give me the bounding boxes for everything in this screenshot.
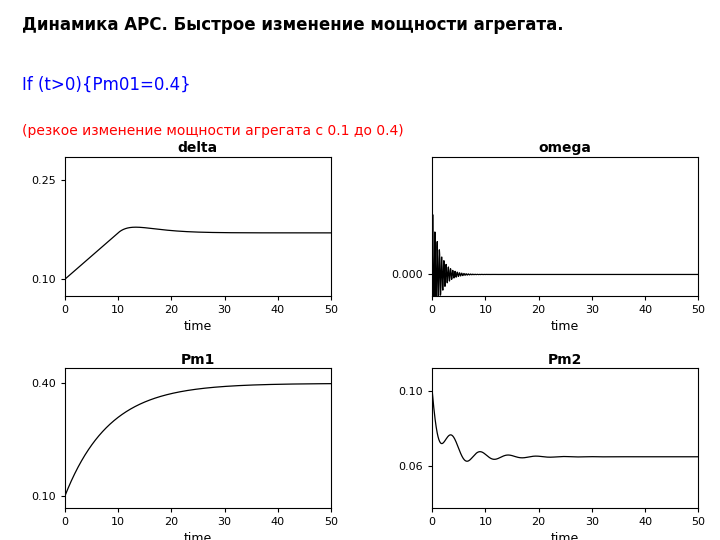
Title: omega: omega — [539, 141, 592, 156]
Text: (резкое изменение мощности агрегата с 0.1 до 0.4): (резкое изменение мощности агрегата с 0.… — [22, 124, 403, 138]
Text: If (t>0){Pm01=0.4}: If (t>0){Pm01=0.4} — [22, 76, 190, 93]
Title: Pm1: Pm1 — [181, 353, 215, 367]
X-axis label: time: time — [552, 320, 580, 334]
X-axis label: time: time — [552, 532, 580, 540]
X-axis label: time: time — [184, 532, 212, 540]
Title: delta: delta — [178, 141, 218, 156]
X-axis label: time: time — [184, 320, 212, 334]
Text: Динамика АРС. Быстрое изменение мощности агрегата.: Динамика АРС. Быстрое изменение мощности… — [22, 16, 563, 34]
Title: Pm2: Pm2 — [548, 353, 582, 367]
